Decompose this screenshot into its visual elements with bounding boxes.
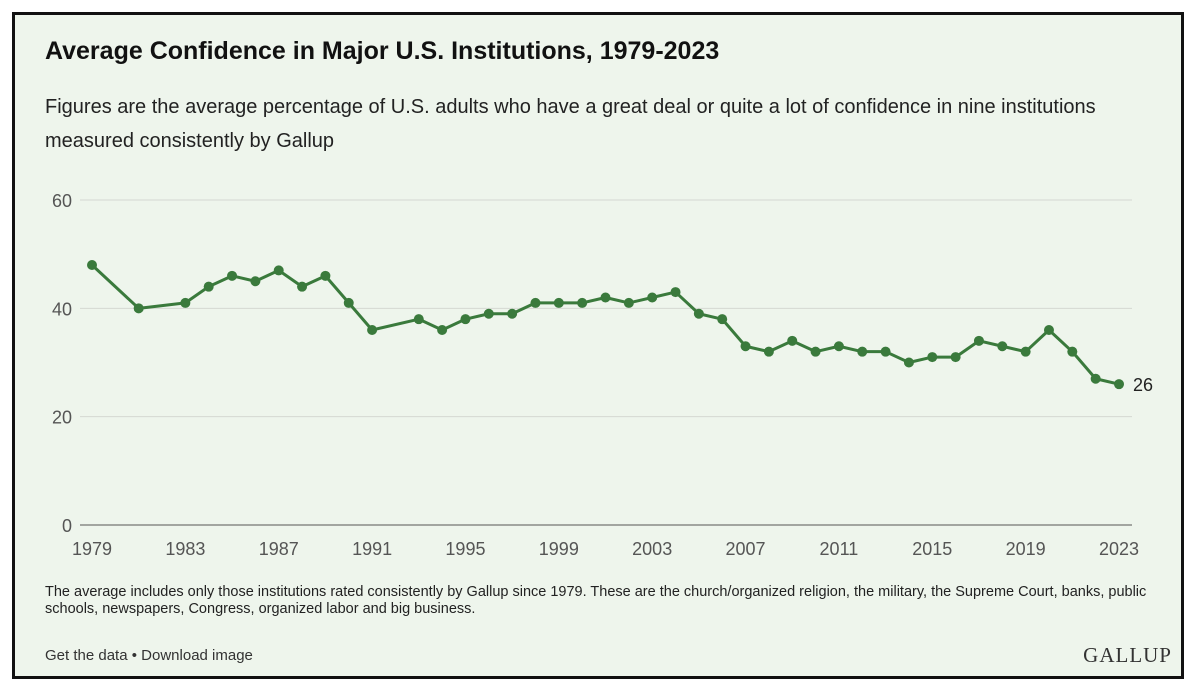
data-point bbox=[87, 260, 97, 270]
data-point bbox=[507, 308, 518, 319]
data-point bbox=[460, 314, 471, 325]
data-point bbox=[787, 335, 798, 346]
x-tick-label: 2019 bbox=[1006, 539, 1046, 559]
data-point bbox=[250, 276, 261, 287]
data-point bbox=[973, 335, 984, 346]
data-point bbox=[343, 297, 354, 308]
data-point bbox=[670, 287, 681, 298]
data-point bbox=[623, 297, 634, 308]
data-point bbox=[413, 314, 424, 325]
y-tick-label: 60 bbox=[52, 191, 72, 211]
data-point bbox=[717, 314, 728, 325]
data-point bbox=[600, 292, 611, 303]
data-point bbox=[273, 265, 284, 276]
data-point bbox=[577, 297, 588, 308]
data-point bbox=[1043, 325, 1054, 335]
x-tick-label: 1999 bbox=[539, 539, 579, 559]
end-value-label: 26 bbox=[1133, 375, 1153, 395]
footer-links: Get the data • Download image bbox=[45, 647, 253, 664]
separator: • bbox=[131, 647, 137, 664]
data-point bbox=[227, 270, 238, 281]
series-line bbox=[90, 263, 1120, 386]
x-tick-label: 2015 bbox=[912, 539, 952, 559]
chart-title: Average Confidence in Major U.S. Institu… bbox=[45, 37, 720, 65]
x-tick-label: 1987 bbox=[259, 539, 299, 559]
data-point bbox=[857, 346, 868, 357]
x-tick-label: 2003 bbox=[632, 539, 672, 559]
data-point bbox=[1067, 346, 1078, 357]
x-tick-label: 1991 bbox=[352, 539, 392, 559]
data-point bbox=[740, 341, 751, 352]
data-point bbox=[903, 357, 914, 368]
data-point bbox=[530, 297, 541, 308]
get-data-link[interactable]: Get the data bbox=[45, 647, 128, 664]
chart-card bbox=[12, 12, 1184, 679]
data-point bbox=[1090, 373, 1101, 384]
gallup-logo: GALLUP bbox=[1083, 643, 1172, 667]
data-point bbox=[693, 308, 704, 319]
data-point bbox=[950, 352, 961, 363]
chart-subtitle: Figures are the average percentage of U.… bbox=[45, 96, 1096, 152]
data-point bbox=[483, 308, 494, 319]
y-tick-label: 40 bbox=[52, 299, 72, 319]
data-point bbox=[553, 297, 564, 308]
chart-footnote: The average includes only those institut… bbox=[45, 584, 1147, 617]
data-point bbox=[1114, 379, 1124, 390]
data-point bbox=[997, 341, 1008, 352]
data-point bbox=[203, 281, 214, 292]
data-point bbox=[437, 325, 448, 335]
data-point bbox=[297, 281, 308, 292]
x-tick-label: 1979 bbox=[72, 539, 112, 559]
y-tick-label: 0 bbox=[62, 516, 72, 536]
data-point bbox=[763, 346, 774, 357]
download-image-link[interactable]: Download image bbox=[141, 647, 253, 664]
data-point bbox=[367, 325, 378, 335]
x-tick-label: 2007 bbox=[726, 539, 766, 559]
data-point bbox=[647, 292, 658, 303]
data-point bbox=[1020, 346, 1031, 357]
x-tick-label: 2023 bbox=[1099, 539, 1139, 559]
data-point bbox=[133, 303, 144, 314]
data-point bbox=[320, 270, 331, 281]
y-tick-label: 20 bbox=[52, 408, 72, 428]
data-point bbox=[927, 352, 938, 363]
x-tick-label: 1995 bbox=[445, 539, 485, 559]
data-point bbox=[180, 297, 191, 308]
x-tick-label: 2011 bbox=[820, 539, 859, 559]
data-point bbox=[880, 346, 891, 357]
x-tick-label: 1983 bbox=[165, 539, 205, 559]
data-point bbox=[833, 341, 844, 352]
data-point bbox=[810, 346, 821, 357]
